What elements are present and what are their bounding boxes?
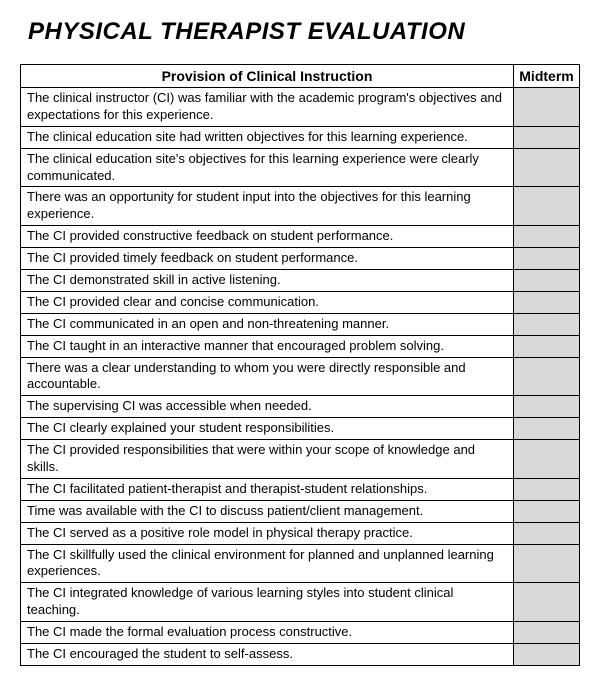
table-row: The supervising CI was accessible when n… xyxy=(21,396,580,418)
midterm-cell[interactable] xyxy=(514,583,580,622)
table-row: The CI provided clear and concise commun… xyxy=(21,291,580,313)
midterm-cell[interactable] xyxy=(514,478,580,500)
midterm-cell[interactable] xyxy=(514,126,580,148)
midterm-cell[interactable] xyxy=(514,440,580,479)
criterion-text: There was an opportunity for student inp… xyxy=(21,187,514,226)
header-instruction: Provision of Clinical Instruction xyxy=(21,65,514,88)
criterion-text: The CI encouraged the student to self-as… xyxy=(21,644,514,666)
criterion-text: Time was available with the CI to discus… xyxy=(21,500,514,522)
table-row: The CI served as a positive role model i… xyxy=(21,522,580,544)
table-row: The clinical education site had written … xyxy=(21,126,580,148)
midterm-cell[interactable] xyxy=(514,500,580,522)
midterm-cell[interactable] xyxy=(514,418,580,440)
midterm-cell[interactable] xyxy=(514,622,580,644)
criterion-text: The CI skillfully used the clinical envi… xyxy=(21,544,514,583)
table-row: There was an opportunity for student inp… xyxy=(21,187,580,226)
midterm-cell[interactable] xyxy=(514,88,580,127)
midterm-cell[interactable] xyxy=(514,291,580,313)
criterion-text: The CI integrated knowledge of various l… xyxy=(21,583,514,622)
midterm-cell[interactable] xyxy=(514,522,580,544)
criterion-text: The CI clearly explained your student re… xyxy=(21,418,514,440)
midterm-cell[interactable] xyxy=(514,644,580,666)
table-row: The CI provided constructive feedback on… xyxy=(21,226,580,248)
criterion-text: The CI taught in an interactive manner t… xyxy=(21,335,514,357)
criterion-text: The supervising CI was accessible when n… xyxy=(21,396,514,418)
midterm-cell[interactable] xyxy=(514,270,580,292)
criterion-text: The CI provided constructive feedback on… xyxy=(21,226,514,248)
table-row: The clinical education site's objectives… xyxy=(21,148,580,187)
table-row: The CI skillfully used the clinical envi… xyxy=(21,544,580,583)
table-row: The CI taught in an interactive manner t… xyxy=(21,335,580,357)
table-header-row: Provision of Clinical Instruction Midter… xyxy=(21,65,580,88)
table-row: The CI clearly explained your student re… xyxy=(21,418,580,440)
midterm-cell[interactable] xyxy=(514,357,580,396)
criterion-text: The CI served as a positive role model i… xyxy=(21,522,514,544)
table-row: The CI encouraged the student to self-as… xyxy=(21,644,580,666)
criterion-text: The CI facilitated patient-therapist and… xyxy=(21,478,514,500)
criterion-text: The clinical education site had written … xyxy=(21,126,514,148)
table-row: The clinical instructor (CI) was familia… xyxy=(21,88,580,127)
criterion-text: The CI provided responsibilities that we… xyxy=(21,440,514,479)
criterion-text: The CI provided timely feedback on stude… xyxy=(21,248,514,270)
midterm-cell[interactable] xyxy=(514,187,580,226)
header-midterm: Midterm xyxy=(514,65,580,88)
midterm-cell[interactable] xyxy=(514,544,580,583)
criterion-text: The CI communicated in an open and non-t… xyxy=(21,313,514,335)
criterion-text: The clinical instructor (CI) was familia… xyxy=(21,88,514,127)
midterm-cell[interactable] xyxy=(514,396,580,418)
criterion-text: The CI made the formal evaluation proces… xyxy=(21,622,514,644)
criterion-text: The CI provided clear and concise commun… xyxy=(21,291,514,313)
midterm-cell[interactable] xyxy=(514,335,580,357)
evaluation-form: PHYSICAL THERAPIST EVALUATION Provision … xyxy=(0,0,600,686)
table-row: The CI provided timely feedback on stude… xyxy=(21,248,580,270)
criterion-text: The clinical education site's objectives… xyxy=(21,148,514,187)
table-row: There was a clear understanding to whom … xyxy=(21,357,580,396)
midterm-cell[interactable] xyxy=(514,248,580,270)
page-title: PHYSICAL THERAPIST EVALUATION xyxy=(28,18,580,46)
criterion-text: There was a clear understanding to whom … xyxy=(21,357,514,396)
criterion-text: The CI demonstrated skill in active list… xyxy=(21,270,514,292)
table-row: The CI demonstrated skill in active list… xyxy=(21,270,580,292)
table-row: The CI communicated in an open and non-t… xyxy=(21,313,580,335)
evaluation-table: Provision of Clinical Instruction Midter… xyxy=(20,64,580,666)
midterm-cell[interactable] xyxy=(514,313,580,335)
midterm-cell[interactable] xyxy=(514,226,580,248)
midterm-cell[interactable] xyxy=(514,148,580,187)
table-row: Time was available with the CI to discus… xyxy=(21,500,580,522)
table-row: The CI made the formal evaluation proces… xyxy=(21,622,580,644)
table-row: The CI provided responsibilities that we… xyxy=(21,440,580,479)
table-row: The CI integrated knowledge of various l… xyxy=(21,583,580,622)
table-row: The CI facilitated patient-therapist and… xyxy=(21,478,580,500)
